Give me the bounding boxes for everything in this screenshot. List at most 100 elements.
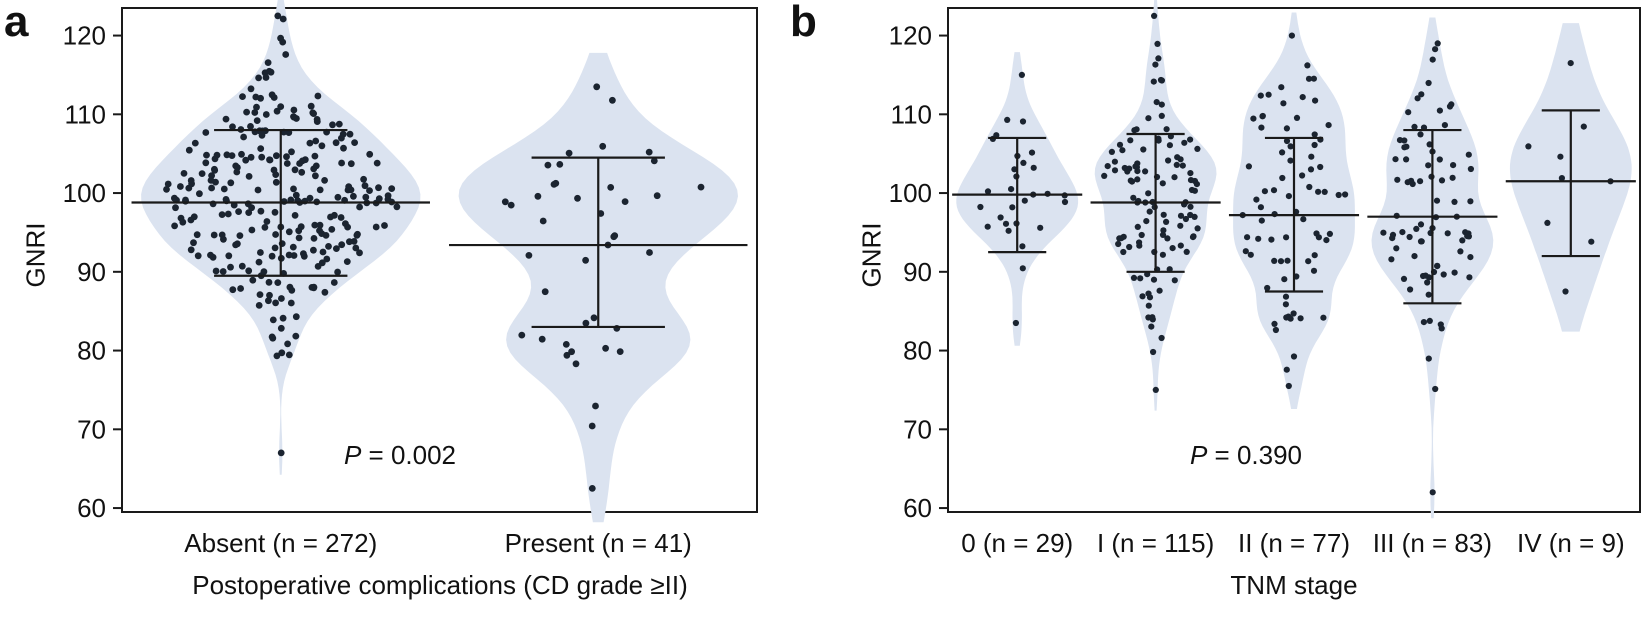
data-point [1558,175,1565,182]
data-point [207,251,214,259]
data-point [1307,166,1315,173]
data-point [592,402,599,410]
data-point [1018,71,1025,78]
data-point [1465,233,1472,240]
data-point [1422,272,1429,279]
data-point [247,153,255,161]
data-point [311,221,319,229]
data-point [211,167,219,174]
y-tick-label: 60 [77,493,106,523]
data-point [218,231,226,239]
data-point [1440,271,1447,278]
data-point [338,134,345,142]
data-point [1432,46,1439,53]
data-point [1406,233,1413,241]
data-point [1128,178,1136,185]
data-point [253,117,261,124]
data-point [247,123,254,130]
data-point [1159,180,1166,187]
data-point [381,222,388,229]
data-point [1258,217,1265,224]
data-point [316,221,324,229]
data-point [273,107,281,115]
data-point [354,230,361,238]
data-point [1342,191,1349,198]
data-point [563,351,571,359]
data-point [208,184,216,192]
data-point [1400,275,1408,282]
data-point [333,245,340,253]
data-point [228,152,236,160]
data-point [185,146,193,154]
data-point [232,162,240,170]
data-point [1163,126,1170,133]
data-point [257,249,264,256]
data-point [1283,314,1290,321]
data-point [272,299,279,307]
data-point [262,74,270,81]
data-point [366,150,374,158]
data-point [646,249,653,256]
data-point [1179,162,1186,169]
data-point [1425,291,1432,298]
data-point [361,182,369,190]
data-point [1317,163,1324,171]
data-point [1434,40,1441,47]
data-point [257,145,265,153]
data-point [388,185,396,193]
data-point [1290,353,1298,360]
data-point [321,288,329,296]
data-point [1145,302,1152,309]
data-point [264,59,272,66]
data-point [1285,193,1292,200]
data-point [171,222,179,230]
data-point [1019,118,1027,125]
p-symbol: P [1189,440,1208,470]
data-point [1244,234,1251,241]
data-point [1155,55,1162,62]
data-point [621,198,629,206]
data-point [1451,269,1458,276]
data-point [1438,325,1445,332]
data-point [1134,176,1141,183]
data-point [1426,317,1433,324]
data-point [1166,142,1173,149]
data-point [1567,60,1574,67]
data-point [1158,334,1165,342]
data-point [1019,243,1026,250]
data-point [245,209,253,217]
data-point [977,203,984,211]
plot-frame [947,7,1641,513]
data-point [1283,366,1290,373]
data-point [331,211,338,219]
data-point [1525,143,1532,150]
data-point [238,150,245,158]
data-point [1101,172,1108,179]
data-point [337,214,345,221]
data-point [284,340,291,348]
data-point [1417,221,1425,228]
x-axis-title-b: TNM stage [1230,570,1358,600]
data-point [1293,114,1301,121]
data-point [340,144,347,152]
data-point [1264,284,1271,292]
data-point [314,92,322,100]
data-point [1279,149,1286,156]
group-label: IV (n = 9) [1517,528,1625,558]
data-point [1021,197,1028,204]
data-point [565,149,573,157]
group-label: III (n = 83) [1373,528,1492,558]
data-point [273,352,281,360]
data-point [1111,158,1118,165]
data-point [1187,170,1194,177]
data-point [229,123,236,131]
data-point [1194,225,1201,232]
data-point [300,252,308,260]
data-point [1028,149,1036,156]
data-point [227,179,235,187]
data-point [225,252,233,260]
data-point [196,190,203,198]
data-point [283,160,291,167]
data-point [1380,229,1387,236]
data-point [293,115,300,122]
